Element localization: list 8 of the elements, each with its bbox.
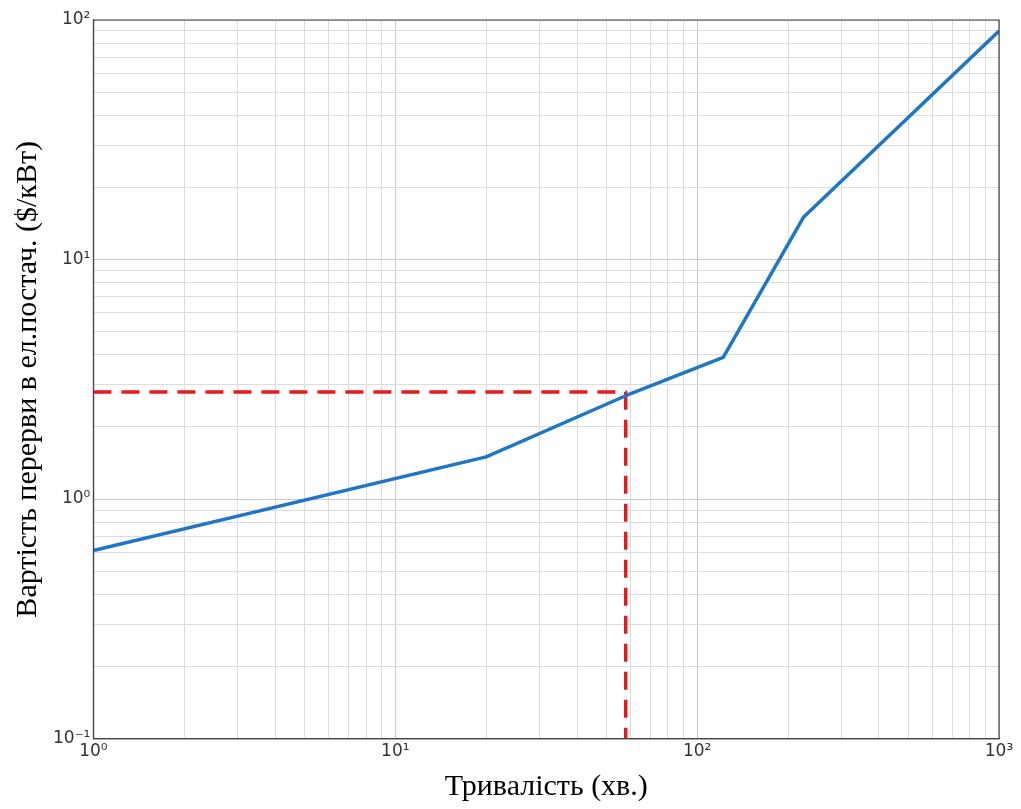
x-axis-title: Тривалість (хв.)	[444, 767, 648, 802]
x-tick-label: 10¹	[381, 740, 410, 761]
y-axis-title: Вартість перерви в ел.постач. ($/кВт)	[8, 140, 43, 618]
y-tick-label: 10⁰	[61, 487, 91, 508]
x-tick-label: 10³	[984, 740, 1014, 761]
y-tick-label: 10²	[61, 8, 91, 29]
y-tick-label: 10¹	[61, 247, 91, 268]
x-tick-label: 10²	[682, 740, 712, 761]
